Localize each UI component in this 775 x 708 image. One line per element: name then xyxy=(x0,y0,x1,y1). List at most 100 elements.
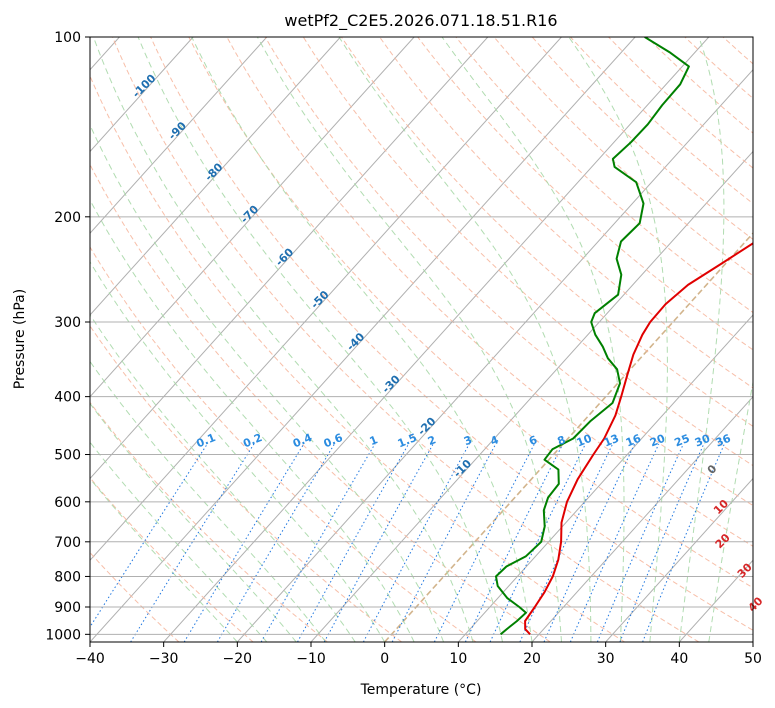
moist-adiabat-label: 0 xyxy=(705,462,720,477)
isotherm-line xyxy=(90,37,636,642)
y-tick-label: 800 xyxy=(54,569,81,585)
moist-adiabat-line xyxy=(90,441,268,642)
dry-adiabat-line xyxy=(684,37,753,99)
temperature-profile-line xyxy=(524,242,753,635)
mixing-ratio-line xyxy=(260,443,376,642)
moist-adiabat-line xyxy=(90,260,386,642)
x-tick-label: −20 xyxy=(223,651,253,667)
isotherm-line xyxy=(163,37,710,642)
moist-adiabat-line xyxy=(92,37,474,642)
isotherm-label: -30 xyxy=(380,372,403,395)
mixing-ratio-label: 0.2 xyxy=(241,431,264,450)
mixing-ratio-line xyxy=(216,443,335,642)
moist-adiabat-line xyxy=(338,37,592,642)
mixing-ratio-label: 0.1 xyxy=(195,431,218,450)
plot-frame xyxy=(89,36,754,643)
dry-adiabat-line xyxy=(608,37,753,169)
y-tick-label: 900 xyxy=(54,600,81,616)
x-axis: −40 −30 −20 −10 0 10 20 30 40 50 xyxy=(75,642,762,667)
mixing-ratio-line xyxy=(297,443,410,642)
y-tick-label: 400 xyxy=(54,390,81,406)
isotherm-line xyxy=(457,314,753,642)
isotherm-line xyxy=(605,477,753,642)
mixing-ratio-label: 3 xyxy=(462,433,474,448)
isotherm-line xyxy=(531,395,753,642)
isotherm-line xyxy=(90,37,341,316)
x-tick-label: −30 xyxy=(149,651,179,667)
mixing-ratio-line xyxy=(362,443,470,642)
isotherm-label: -100 xyxy=(130,72,159,101)
y-axis-label: Pressure (hPa) xyxy=(12,289,28,389)
dry-adiabat-line xyxy=(90,246,477,642)
moist-adiabat-line xyxy=(708,379,753,642)
y-tick-label: 500 xyxy=(54,448,81,464)
x-tick-label: 30 xyxy=(597,651,615,667)
mixing-ratio-line xyxy=(489,443,586,642)
x-tick-label: 40 xyxy=(670,651,688,667)
moist-adiabat-line xyxy=(90,477,238,642)
isotherm-label: -40 xyxy=(344,330,367,353)
mixing-ratio-line xyxy=(391,443,497,642)
mixing-ratio-label: 6 xyxy=(527,433,539,448)
dry-adiabat-line xyxy=(417,37,753,351)
mixing-ratio-label: 30 xyxy=(693,432,712,450)
mixing-ratio-label: 0.6 xyxy=(322,431,345,450)
y-tick-label: 700 xyxy=(54,535,81,551)
isotherm-line xyxy=(90,37,562,561)
dry-adiabat-lines xyxy=(90,37,775,642)
isotherm-lines xyxy=(90,37,753,642)
x-tick-label: −10 xyxy=(296,651,326,667)
mixing-ratio-line xyxy=(464,443,564,642)
mixing-ratio-line xyxy=(433,443,535,642)
isotherm-line xyxy=(384,232,753,642)
moist-adiabat-line xyxy=(191,37,533,642)
moist-adiabat-line xyxy=(90,402,297,642)
dry-adiabat-line xyxy=(90,476,254,642)
y-tick-label: 200 xyxy=(54,210,81,226)
mixing-ratio-lines xyxy=(90,443,725,642)
profile-lines xyxy=(495,37,753,636)
x-tick-label: 10 xyxy=(449,651,467,667)
moist-adiabat-line xyxy=(90,199,415,642)
x-tick-label: 20 xyxy=(523,651,541,667)
x-tick-label: 0 xyxy=(380,651,389,667)
isotherm-label: -60 xyxy=(273,245,296,268)
isotherm-label: -20 xyxy=(415,415,438,438)
y-tick-label: 100 xyxy=(54,30,81,46)
isotherm-line xyxy=(90,37,415,398)
mixing-ratio-label: 16 xyxy=(624,432,643,450)
isotherm-line xyxy=(90,37,194,153)
y-axis: 1000 900 800 700 600 500 400 300 200 100 xyxy=(45,30,90,643)
chart-title: wetPf2_C2E5.2026.071.18.51.R16 xyxy=(284,11,557,31)
x-axis-label: Temperature (°C) xyxy=(360,682,482,698)
moist-adiabat-line xyxy=(90,123,445,642)
mixing-ratio-label: 8 xyxy=(556,433,568,448)
dry-adiabat-line xyxy=(531,37,753,240)
x-tick-label: −40 xyxy=(75,651,105,667)
isotherm-label: -80 xyxy=(202,160,225,183)
dewpoint-profile-line xyxy=(495,37,690,636)
moist-adiabat-line xyxy=(568,37,668,642)
mixing-ratio-label: 20 xyxy=(648,432,667,450)
isotherm-label: -90 xyxy=(166,119,189,142)
mixing-ratio-line xyxy=(323,443,434,642)
isotherm-line xyxy=(236,68,753,642)
mixing-ratio-line xyxy=(130,443,255,642)
dry-adiabat-line xyxy=(90,74,625,642)
dry-adiabat-line xyxy=(646,37,753,134)
mixing-ratio-label: 1.5 xyxy=(396,431,419,450)
isotherm-line xyxy=(752,641,753,642)
background-lines xyxy=(90,37,775,642)
dry-adiabat-line xyxy=(302,37,753,467)
dry-adiabat-line xyxy=(90,325,403,642)
moist-adiabat-line xyxy=(90,313,356,642)
dry-adiabat-line xyxy=(761,37,775,642)
isotherm-line xyxy=(90,37,268,234)
mixing-ratio-line xyxy=(519,443,614,642)
mixing-ratio-label: 10 xyxy=(575,432,594,450)
moist-adiabat-lines xyxy=(90,37,753,642)
dry-adiabat-line xyxy=(150,37,753,631)
mixing-ratio-line xyxy=(183,443,305,642)
mixing-ratio-label: 4 xyxy=(488,433,500,448)
